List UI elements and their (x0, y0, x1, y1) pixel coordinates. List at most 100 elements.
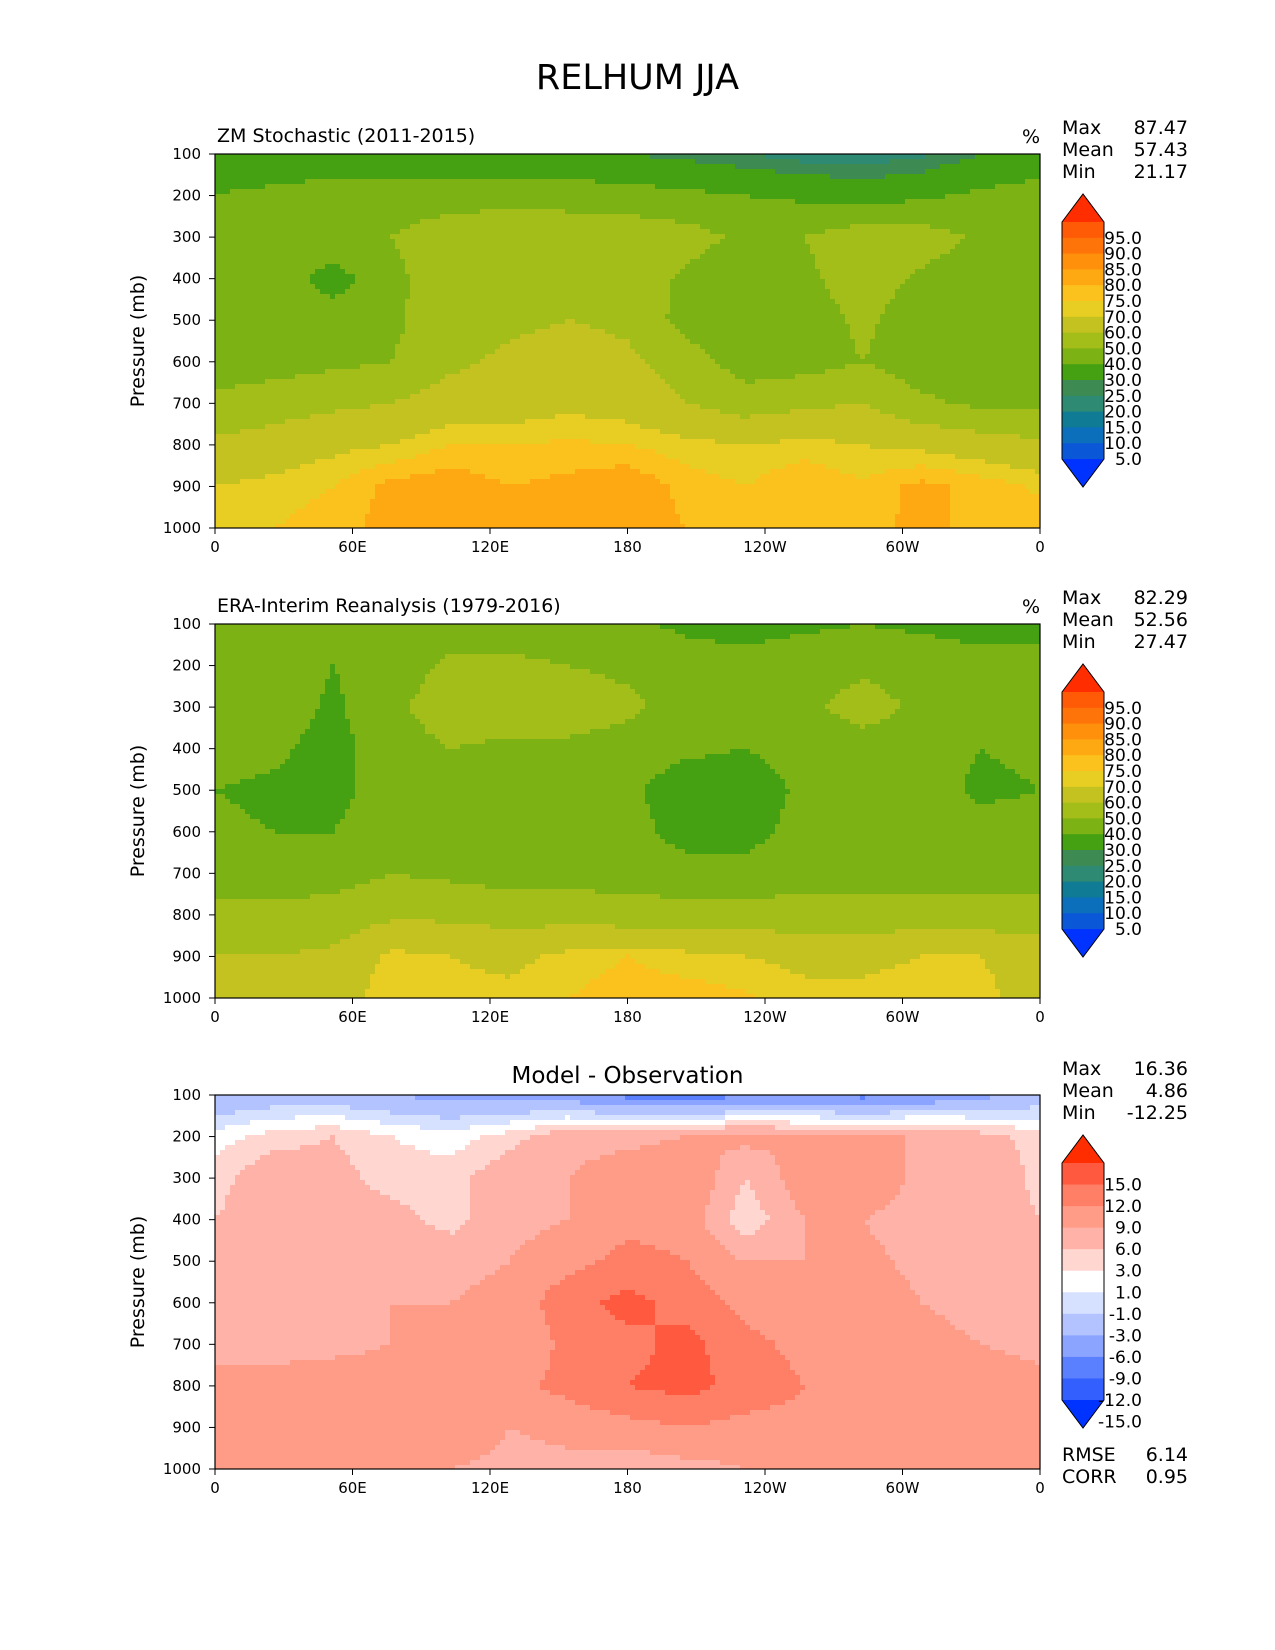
contour-band (580, 989, 745, 994)
contour-band (850, 334, 875, 339)
contour-band (925, 464, 1010, 469)
contour-band (325, 684, 340, 689)
contour-band (630, 339, 690, 344)
contour-band (435, 919, 1040, 924)
contour-band (425, 724, 610, 729)
contour-band (830, 699, 900, 704)
contour-band (895, 374, 1040, 379)
colorbar-swatch (1062, 253, 1104, 270)
contour-band (750, 749, 980, 754)
contour-band (215, 474, 265, 479)
contour-band (780, 1170, 905, 1175)
contour-band (995, 979, 1040, 984)
contour-band (215, 889, 340, 894)
contour-band (685, 949, 1040, 954)
contour-band (420, 719, 625, 724)
contour-band (750, 194, 945, 199)
contour-band (265, 424, 445, 429)
contour-band (995, 929, 1040, 934)
contour-band (410, 474, 485, 479)
contour-band (885, 689, 1040, 694)
colorbar-label: 30.0 (1104, 841, 1142, 861)
contour-band (785, 1400, 1040, 1405)
contour-band (215, 1350, 365, 1355)
contour-band (370, 504, 675, 509)
contour-band (715, 1290, 915, 1295)
contour-band (390, 234, 725, 239)
contour-band (655, 1315, 740, 1320)
contour-band (615, 334, 685, 339)
contour-band (650, 1450, 1040, 1455)
contour-band (890, 694, 1040, 699)
contour-band (215, 234, 390, 239)
contour-band (325, 369, 460, 374)
contour-band (550, 1355, 650, 1360)
contour-band (215, 289, 320, 294)
contour-band (645, 964, 780, 969)
contour-band (1030, 1105, 1040, 1110)
contour-band (405, 329, 535, 334)
contour-band (805, 1245, 885, 1250)
contour-band (680, 459, 800, 464)
contour-band (355, 754, 705, 759)
contour-band (985, 959, 1040, 964)
contour-band (400, 254, 700, 259)
contour-band (320, 289, 345, 294)
contour-band (640, 214, 1040, 219)
contour-band (215, 304, 405, 309)
panel-title: ERA-Interim Reanalysis (1979-2016) (217, 595, 561, 617)
contour-band (785, 784, 965, 789)
contour-band (685, 524, 895, 528)
contour-band (215, 789, 355, 794)
contour-band (470, 1125, 535, 1130)
contour-band (215, 364, 360, 369)
contour-band (585, 1265, 690, 1270)
contour-band (720, 1165, 780, 1170)
contour-band (400, 249, 705, 254)
contour-band (460, 744, 1040, 749)
contour-band (655, 369, 730, 374)
colorbar-swatch (1062, 427, 1104, 444)
contour-band (335, 454, 415, 459)
y-tick-label: 700 (172, 1335, 201, 1353)
contour-band (995, 799, 1040, 804)
contour-band (215, 1310, 390, 1315)
contour-band (705, 1280, 910, 1285)
contour-band (410, 294, 670, 299)
contour-band (610, 1310, 655, 1315)
y-tick-label: 900 (172, 477, 201, 495)
contour-band (345, 714, 415, 719)
contour-band (215, 444, 380, 449)
contour-band (945, 1315, 1040, 1320)
contour-band (265, 1130, 370, 1135)
contour-band (470, 1190, 570, 1195)
colorbar-swatch (1062, 771, 1104, 788)
contour-band (895, 514, 950, 519)
contour-band (880, 719, 1040, 724)
contour-band (755, 994, 1000, 998)
stats-block: Max 16.36 Mean 4.86 Min -12.25 (1062, 1058, 1188, 1124)
contour-band (760, 1225, 805, 1230)
contour-band (675, 219, 1040, 224)
contour-band (780, 814, 1040, 819)
contour-band (705, 469, 770, 474)
contour-band (325, 689, 340, 694)
colorbar-extend-min (1062, 459, 1104, 487)
y-tick-label: 1000 (163, 519, 201, 537)
contour-band (645, 784, 785, 789)
contour-band (530, 1110, 595, 1115)
contour-band (215, 219, 420, 224)
contour-band (215, 1125, 225, 1130)
contour-band (240, 804, 350, 809)
contour-band (645, 704, 825, 709)
contour-band (710, 229, 825, 234)
contour-band (595, 179, 1025, 184)
contour-band (925, 154, 975, 159)
contour-band (470, 1460, 720, 1465)
contour-band (950, 484, 1025, 489)
units-label: % (1022, 126, 1040, 148)
contour-band (955, 244, 1040, 249)
contour-band (215, 1315, 390, 1320)
contour-band (245, 809, 345, 814)
contour-band (545, 1320, 625, 1325)
